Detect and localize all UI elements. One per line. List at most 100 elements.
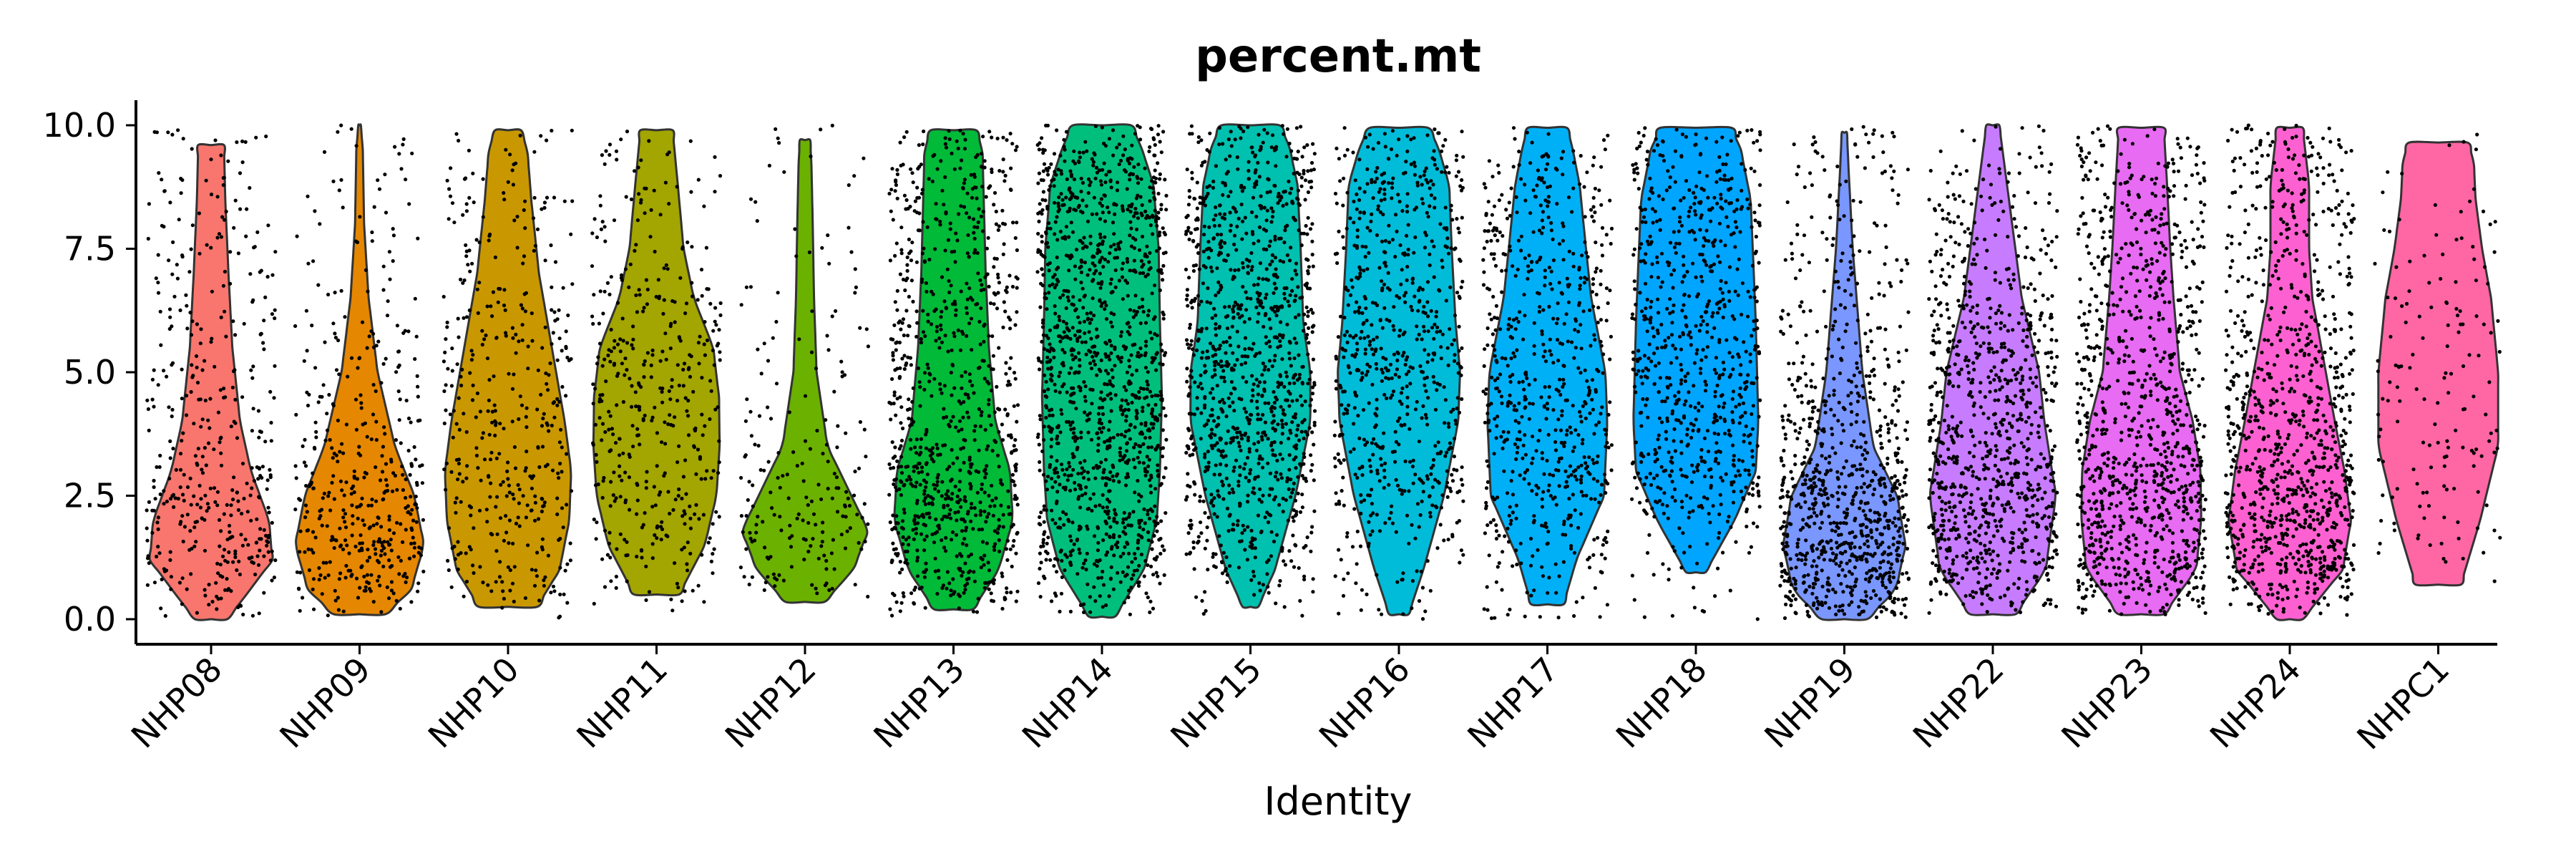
data-point bbox=[1063, 487, 1068, 492]
data-point bbox=[887, 400, 892, 405]
data-point bbox=[1014, 448, 1018, 452]
data-point bbox=[1096, 412, 1101, 416]
data-point bbox=[1235, 224, 1239, 229]
data-point bbox=[853, 583, 857, 587]
data-point bbox=[958, 552, 962, 556]
data-point bbox=[235, 568, 239, 573]
data-point bbox=[146, 236, 150, 241]
data-point bbox=[893, 526, 897, 531]
data-point bbox=[1036, 432, 1040, 437]
data-point bbox=[170, 494, 175, 498]
jitter-points-nhp09 bbox=[293, 123, 426, 618]
data-point bbox=[1038, 468, 1042, 472]
data-point bbox=[915, 185, 919, 190]
data-point bbox=[1309, 185, 1314, 190]
data-point bbox=[482, 337, 487, 341]
data-point bbox=[258, 527, 263, 531]
data-point bbox=[515, 246, 519, 250]
data-point bbox=[468, 371, 472, 375]
data-point bbox=[171, 240, 175, 244]
data-point bbox=[348, 568, 353, 573]
data-point bbox=[904, 309, 909, 313]
data-point bbox=[394, 438, 399, 442]
data-point bbox=[950, 151, 954, 155]
data-point bbox=[1013, 323, 1018, 327]
data-point bbox=[936, 489, 941, 494]
data-point bbox=[608, 292, 612, 296]
data-point bbox=[956, 146, 960, 150]
data-point bbox=[502, 596, 507, 601]
data-point bbox=[1193, 492, 1197, 497]
data-point bbox=[313, 366, 318, 370]
data-point bbox=[902, 354, 907, 358]
data-point bbox=[454, 457, 459, 462]
data-point bbox=[504, 147, 508, 152]
data-point bbox=[618, 474, 622, 478]
data-point bbox=[1220, 408, 1224, 412]
data-point bbox=[771, 336, 775, 340]
data-point bbox=[592, 601, 596, 606]
data-point bbox=[917, 515, 921, 519]
data-point bbox=[844, 490, 849, 494]
data-point bbox=[924, 485, 928, 490]
data-point bbox=[980, 185, 985, 189]
data-point bbox=[1102, 193, 1106, 198]
data-point bbox=[1095, 564, 1099, 568]
data-point bbox=[610, 427, 615, 431]
data-point bbox=[512, 497, 516, 501]
data-point bbox=[1145, 379, 1149, 384]
data-point bbox=[560, 470, 564, 474]
data-point bbox=[1060, 203, 1065, 208]
data-point bbox=[1074, 407, 1078, 411]
data-point bbox=[542, 583, 547, 588]
data-point bbox=[891, 541, 895, 545]
data-point bbox=[1109, 291, 1113, 295]
data-point bbox=[472, 526, 476, 530]
data-point bbox=[615, 403, 619, 407]
data-point bbox=[514, 521, 519, 526]
data-point bbox=[1203, 394, 1207, 399]
data-point bbox=[966, 415, 971, 419]
data-point bbox=[189, 503, 193, 507]
data-point bbox=[894, 348, 898, 352]
data-point bbox=[1160, 271, 1164, 276]
data-point bbox=[355, 505, 359, 509]
data-point bbox=[788, 523, 792, 528]
data-point bbox=[416, 581, 421, 586]
data-point bbox=[1048, 462, 1053, 467]
data-point bbox=[1146, 314, 1150, 318]
data-point bbox=[248, 493, 253, 498]
data-point bbox=[1308, 286, 1312, 291]
data-point bbox=[457, 138, 461, 143]
data-point bbox=[1153, 332, 1157, 336]
data-point bbox=[940, 275, 945, 279]
data-point bbox=[1005, 290, 1009, 294]
data-point bbox=[1098, 427, 1102, 431]
data-point bbox=[899, 444, 903, 448]
data-point bbox=[1260, 393, 1264, 398]
data-point bbox=[927, 379, 932, 384]
data-point bbox=[644, 278, 649, 282]
data-point bbox=[262, 554, 266, 558]
data-point bbox=[1153, 208, 1157, 213]
data-point bbox=[1224, 339, 1229, 344]
data-point bbox=[972, 251, 977, 255]
data-point bbox=[717, 439, 721, 443]
data-point bbox=[1011, 220, 1015, 225]
data-point bbox=[1113, 285, 1118, 289]
data-point bbox=[1082, 294, 1086, 299]
data-point bbox=[449, 166, 453, 170]
data-point bbox=[262, 591, 266, 595]
data-point bbox=[690, 281, 694, 285]
data-point bbox=[209, 157, 213, 162]
data-point bbox=[266, 505, 270, 510]
data-point bbox=[816, 556, 821, 560]
data-point bbox=[368, 525, 373, 530]
data-point bbox=[1154, 249, 1159, 253]
data-point bbox=[1015, 403, 1020, 407]
data-point bbox=[182, 472, 186, 477]
data-point bbox=[1258, 261, 1262, 266]
data-point bbox=[569, 232, 573, 236]
data-point bbox=[953, 260, 957, 264]
data-point bbox=[256, 563, 261, 567]
